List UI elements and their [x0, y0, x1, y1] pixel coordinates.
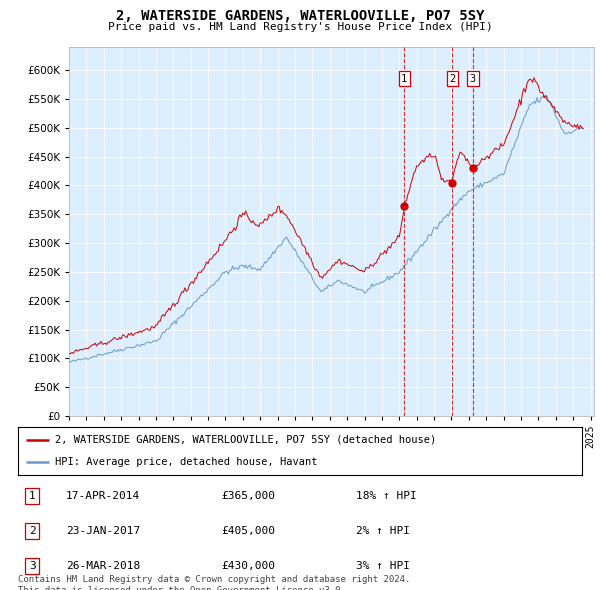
Text: £405,000: £405,000 — [221, 526, 275, 536]
Text: 26-MAR-2018: 26-MAR-2018 — [66, 561, 140, 571]
Text: Price paid vs. HM Land Registry's House Price Index (HPI): Price paid vs. HM Land Registry's House … — [107, 22, 493, 32]
Text: HPI: Average price, detached house, Havant: HPI: Average price, detached house, Hava… — [55, 457, 317, 467]
Text: 2, WATERSIDE GARDENS, WATERLOOVILLE, PO7 5SY (detached house): 2, WATERSIDE GARDENS, WATERLOOVILLE, PO7… — [55, 435, 436, 445]
Text: 3% ↑ HPI: 3% ↑ HPI — [356, 561, 410, 571]
Text: Contains HM Land Registry data © Crown copyright and database right 2024.
This d: Contains HM Land Registry data © Crown c… — [18, 575, 410, 590]
Text: 1: 1 — [29, 491, 35, 501]
Text: 2% ↑ HPI: 2% ↑ HPI — [356, 526, 410, 536]
Text: £430,000: £430,000 — [221, 561, 275, 571]
Text: £365,000: £365,000 — [221, 491, 275, 501]
Text: 2, WATERSIDE GARDENS, WATERLOOVILLE, PO7 5SY: 2, WATERSIDE GARDENS, WATERLOOVILLE, PO7… — [116, 9, 484, 23]
Text: 3: 3 — [470, 74, 476, 84]
Text: 18% ↑ HPI: 18% ↑ HPI — [356, 491, 417, 501]
Text: 2: 2 — [449, 74, 455, 84]
Text: 23-JAN-2017: 23-JAN-2017 — [66, 526, 140, 536]
Text: 1: 1 — [401, 74, 407, 84]
Text: 17-APR-2014: 17-APR-2014 — [66, 491, 140, 501]
Text: 2: 2 — [29, 526, 35, 536]
Text: 3: 3 — [29, 561, 35, 571]
